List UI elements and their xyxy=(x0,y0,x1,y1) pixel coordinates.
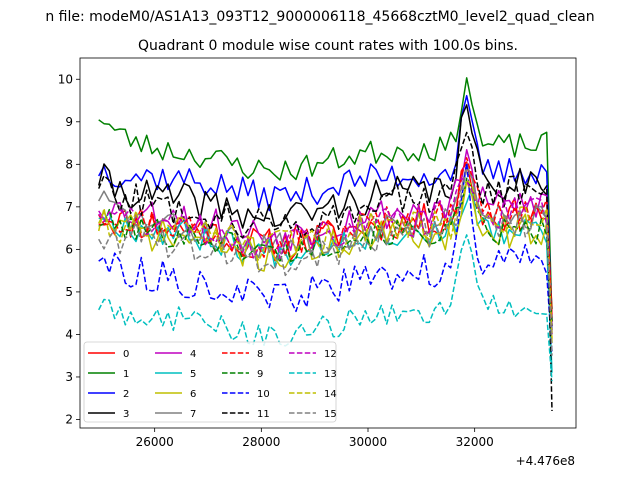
y-tick-label: 4 xyxy=(65,327,73,341)
chart-title: Quadrant 0 module wise count rates with … xyxy=(138,38,518,54)
series-line-15 xyxy=(98,169,553,356)
legend-label-8: 8 xyxy=(257,349,263,360)
legend-label-10: 10 xyxy=(257,389,270,400)
y-tick-label: 9 xyxy=(65,115,73,129)
y-tick-label: 8 xyxy=(65,157,73,171)
x-tick-label: 28000 xyxy=(242,435,280,449)
series-line-13 xyxy=(98,234,553,382)
series-line-14 xyxy=(97,179,553,339)
legend-label-12: 12 xyxy=(324,349,337,360)
y-axis: 2 3 4 5 6 7 8 9 10 xyxy=(58,72,80,426)
x-tick-label: 32000 xyxy=(456,435,494,449)
legend-label-0: 0 xyxy=(123,349,129,360)
y-tick-label: 10 xyxy=(58,72,73,86)
series-line-1 xyxy=(98,77,553,322)
legend-label-14: 14 xyxy=(324,389,337,400)
series-line-11 xyxy=(98,131,553,412)
legend-label-5: 5 xyxy=(190,369,196,380)
y-tick-label: 2 xyxy=(65,412,73,426)
legend-label-6: 6 xyxy=(190,389,196,400)
legend-label-1: 1 xyxy=(123,369,129,380)
x-tick-label: 30000 xyxy=(349,435,387,449)
series-line-10 xyxy=(98,162,553,352)
legend-label-3: 3 xyxy=(123,409,129,420)
x-axis: 26000 28000 30000 32000 xyxy=(136,428,494,449)
y-tick-label: 7 xyxy=(65,200,73,214)
x-tick-label: 26000 xyxy=(136,435,174,449)
legend-label-9: 9 xyxy=(257,369,263,380)
legend-label-7: 7 xyxy=(190,409,196,420)
series-layer xyxy=(97,77,553,412)
series-line-3 xyxy=(97,104,553,322)
legend-label-15: 15 xyxy=(324,409,337,420)
x-offset-label: +4.476e8 xyxy=(516,454,575,468)
y-tick-label: 6 xyxy=(65,242,73,256)
legend-label-2: 2 xyxy=(123,389,129,400)
legend-label-13: 13 xyxy=(324,369,337,380)
y-tick-label: 5 xyxy=(65,285,73,299)
series-line-2 xyxy=(98,94,553,331)
plot-frame xyxy=(79,57,577,429)
legend-label-4: 4 xyxy=(190,349,196,360)
y-tick-label: 3 xyxy=(65,370,73,384)
legend-box xyxy=(83,341,337,423)
figure-suptitle: n file: modeM0/AS1A13_093T12_9000006118_… xyxy=(45,9,594,25)
legend-label-11: 11 xyxy=(257,409,270,420)
